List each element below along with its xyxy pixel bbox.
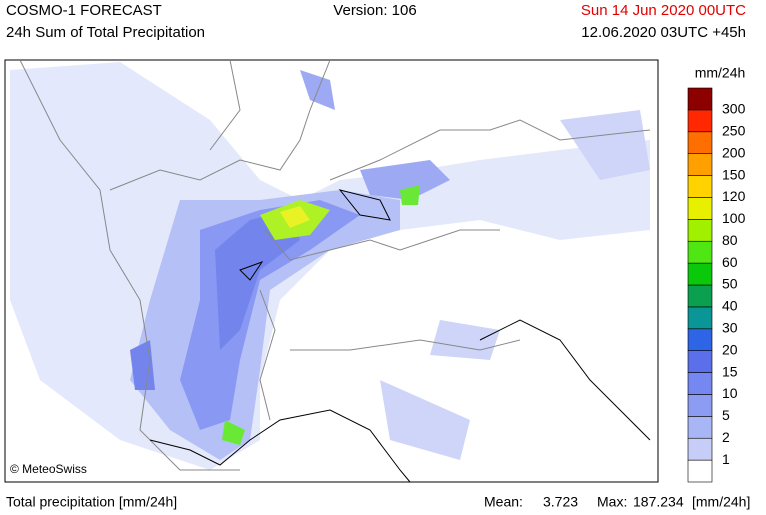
legend-label: 40 — [722, 298, 738, 314]
legend-swatch — [687, 437, 713, 461]
legend-label: 300 — [722, 101, 746, 117]
borders — [19, 59, 651, 471]
legend-swatch — [687, 394, 713, 417]
legend-label: 2 — [722, 429, 730, 445]
legend-swatch — [687, 197, 713, 220]
legend-label: 20 — [722, 341, 738, 357]
legend-label: 80 — [722, 232, 738, 248]
legend-swatch — [687, 284, 713, 308]
map: © MeteoSwiss — [4, 59, 659, 483]
legend-swatch — [687, 175, 713, 198]
max-value: 187.234 — [633, 494, 684, 510]
legend-swatch — [687, 262, 713, 286]
legend-label: 50 — [722, 276, 738, 292]
title: COSMO-1 FORECAST — [6, 2, 162, 19]
legend-swatch — [687, 153, 713, 176]
legend-swatch — [687, 306, 713, 330]
legend-label: 200 — [722, 144, 746, 160]
subtitle: 24h Sum of Total Precipitation — [6, 24, 205, 41]
credit: © MeteoSwiss — [10, 462, 87, 476]
legend-label: 5 — [722, 407, 730, 423]
legend-swatch — [687, 240, 713, 264]
legend-swatch — [687, 416, 713, 439]
legend-label: 250 — [722, 122, 746, 138]
legend-swatch — [687, 219, 713, 242]
version: Version: 106 — [333, 2, 416, 19]
legend-swatch — [687, 372, 713, 395]
valid-time: Sun 14 Jun 2020 00UTC — [581, 2, 746, 19]
legend-swatch — [687, 109, 713, 133]
legend-label: 10 — [722, 385, 738, 401]
coastlines — [149, 189, 651, 483]
legend-label: 120 — [722, 188, 746, 204]
run-time: 12.06.2020 03UTC +45h — [581, 24, 746, 41]
legend: 1 2 5 10 15 20 30 40 50 60 80 100 120 150 200 250 300 — [687, 87, 746, 483]
legend-swatch — [687, 87, 713, 111]
legend-label: 15 — [722, 363, 738, 379]
legend-swatch — [687, 328, 713, 351]
legend-label: 30 — [722, 319, 738, 335]
legend-swatch — [687, 350, 713, 373]
footer-field: Total precipitation [mm/24h] — [6, 494, 177, 510]
legend-swatch — [687, 459, 713, 483]
legend-label: 150 — [722, 166, 746, 182]
legend-label: 60 — [722, 254, 738, 270]
precip-field — [10, 62, 650, 470]
mean-value: 3.723 — [543, 494, 578, 510]
legend-unit: mm/24h — [695, 65, 746, 81]
legend-label: 1 — [722, 451, 730, 467]
mean-label: Mean: — [484, 494, 523, 510]
legend-swatch — [687, 131, 713, 154]
max-label: Max: — [597, 494, 627, 510]
legend-label: 100 — [722, 210, 746, 226]
footer-unit: [mm/24h] — [692, 494, 750, 510]
